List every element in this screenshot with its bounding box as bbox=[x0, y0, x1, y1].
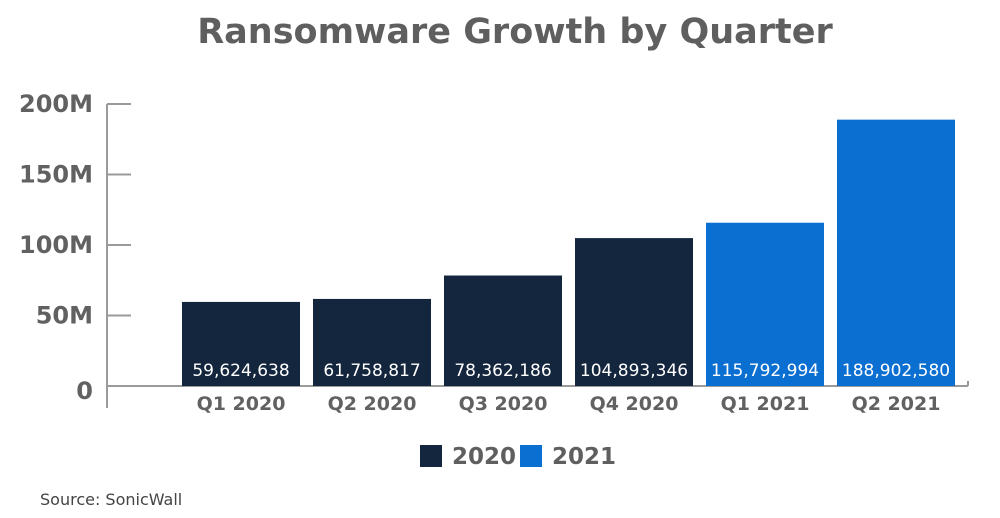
chart-title: Ransomware Growth by Quarter bbox=[197, 12, 833, 52]
data-label: 104,893,346 bbox=[580, 361, 688, 381]
x-tick-label: Q2 2021 bbox=[852, 393, 941, 415]
bar bbox=[182, 301, 300, 386]
data-label: 188,902,580 bbox=[842, 361, 950, 381]
bar bbox=[837, 119, 955, 386]
source-note: Source: SonicWall bbox=[40, 490, 183, 509]
bar bbox=[313, 298, 431, 386]
y-tick-label: 150M bbox=[19, 161, 93, 189]
data-label: 78,362,186 bbox=[454, 361, 551, 381]
x-tick-label: Q1 2021 bbox=[721, 393, 810, 415]
x-tick-label: Q1 2020 bbox=[197, 393, 286, 415]
bar bbox=[706, 222, 824, 386]
legend-item: 2020 bbox=[420, 444, 516, 470]
bar bbox=[444, 275, 562, 386]
legend-swatch bbox=[520, 445, 542, 467]
legend-label: 2020 bbox=[452, 444, 516, 470]
legend-item: 2021 bbox=[520, 444, 616, 470]
x-tick-label: Q4 2020 bbox=[590, 393, 679, 415]
legend: 2020 2021 bbox=[420, 444, 616, 470]
x-tick-label: Q3 2020 bbox=[459, 393, 548, 415]
y-tick-label: 100M bbox=[19, 231, 93, 259]
data-label: 61,758,817 bbox=[323, 361, 420, 381]
y-tick-label: 50M bbox=[36, 302, 93, 330]
legend-label: 2021 bbox=[552, 444, 616, 470]
labels: 59,624,638 Q1 2020 61,758,817 Q2 2020 78,362… bbox=[192, 361, 950, 415]
y-tick-label: 200M bbox=[19, 90, 93, 118]
data-label: 115,792,994 bbox=[711, 361, 819, 381]
data-label: 59,624,638 bbox=[192, 361, 289, 381]
bars bbox=[182, 119, 955, 386]
y-tick-label: 0 bbox=[76, 377, 93, 405]
x-tick-label: Q2 2020 bbox=[328, 393, 417, 415]
legend-swatch bbox=[420, 445, 442, 467]
bar bbox=[575, 238, 693, 386]
